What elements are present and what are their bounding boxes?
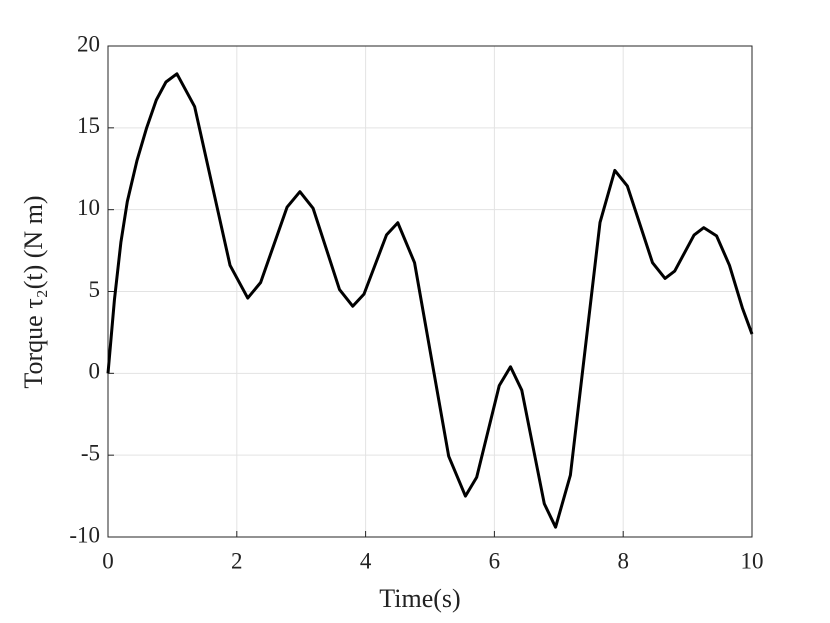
x-tick-label: 10 [741, 548, 764, 573]
x-tick-label: 0 [102, 548, 114, 573]
x-tick-label: 6 [489, 548, 501, 573]
y-tick-label: 20 [77, 31, 100, 56]
plot-frame [107, 45, 753, 538]
x-tick-label: 8 [617, 548, 629, 573]
x-tick-label: 2 [231, 548, 243, 573]
y-tick-label: -5 [81, 440, 100, 465]
y-tick-label: 5 [89, 277, 101, 302]
y-tick-label: -10 [69, 522, 100, 547]
y-tick-label: 10 [77, 195, 100, 220]
x-axis-label: Time(s) [379, 584, 460, 613]
x-tick-label: 4 [360, 548, 372, 573]
y-tick-label: 15 [77, 113, 100, 138]
data-line [106, 72, 754, 529]
y-tick-label: 0 [89, 359, 101, 384]
y-axis-label: Torque τ₂(t) (N m) [19, 195, 48, 388]
